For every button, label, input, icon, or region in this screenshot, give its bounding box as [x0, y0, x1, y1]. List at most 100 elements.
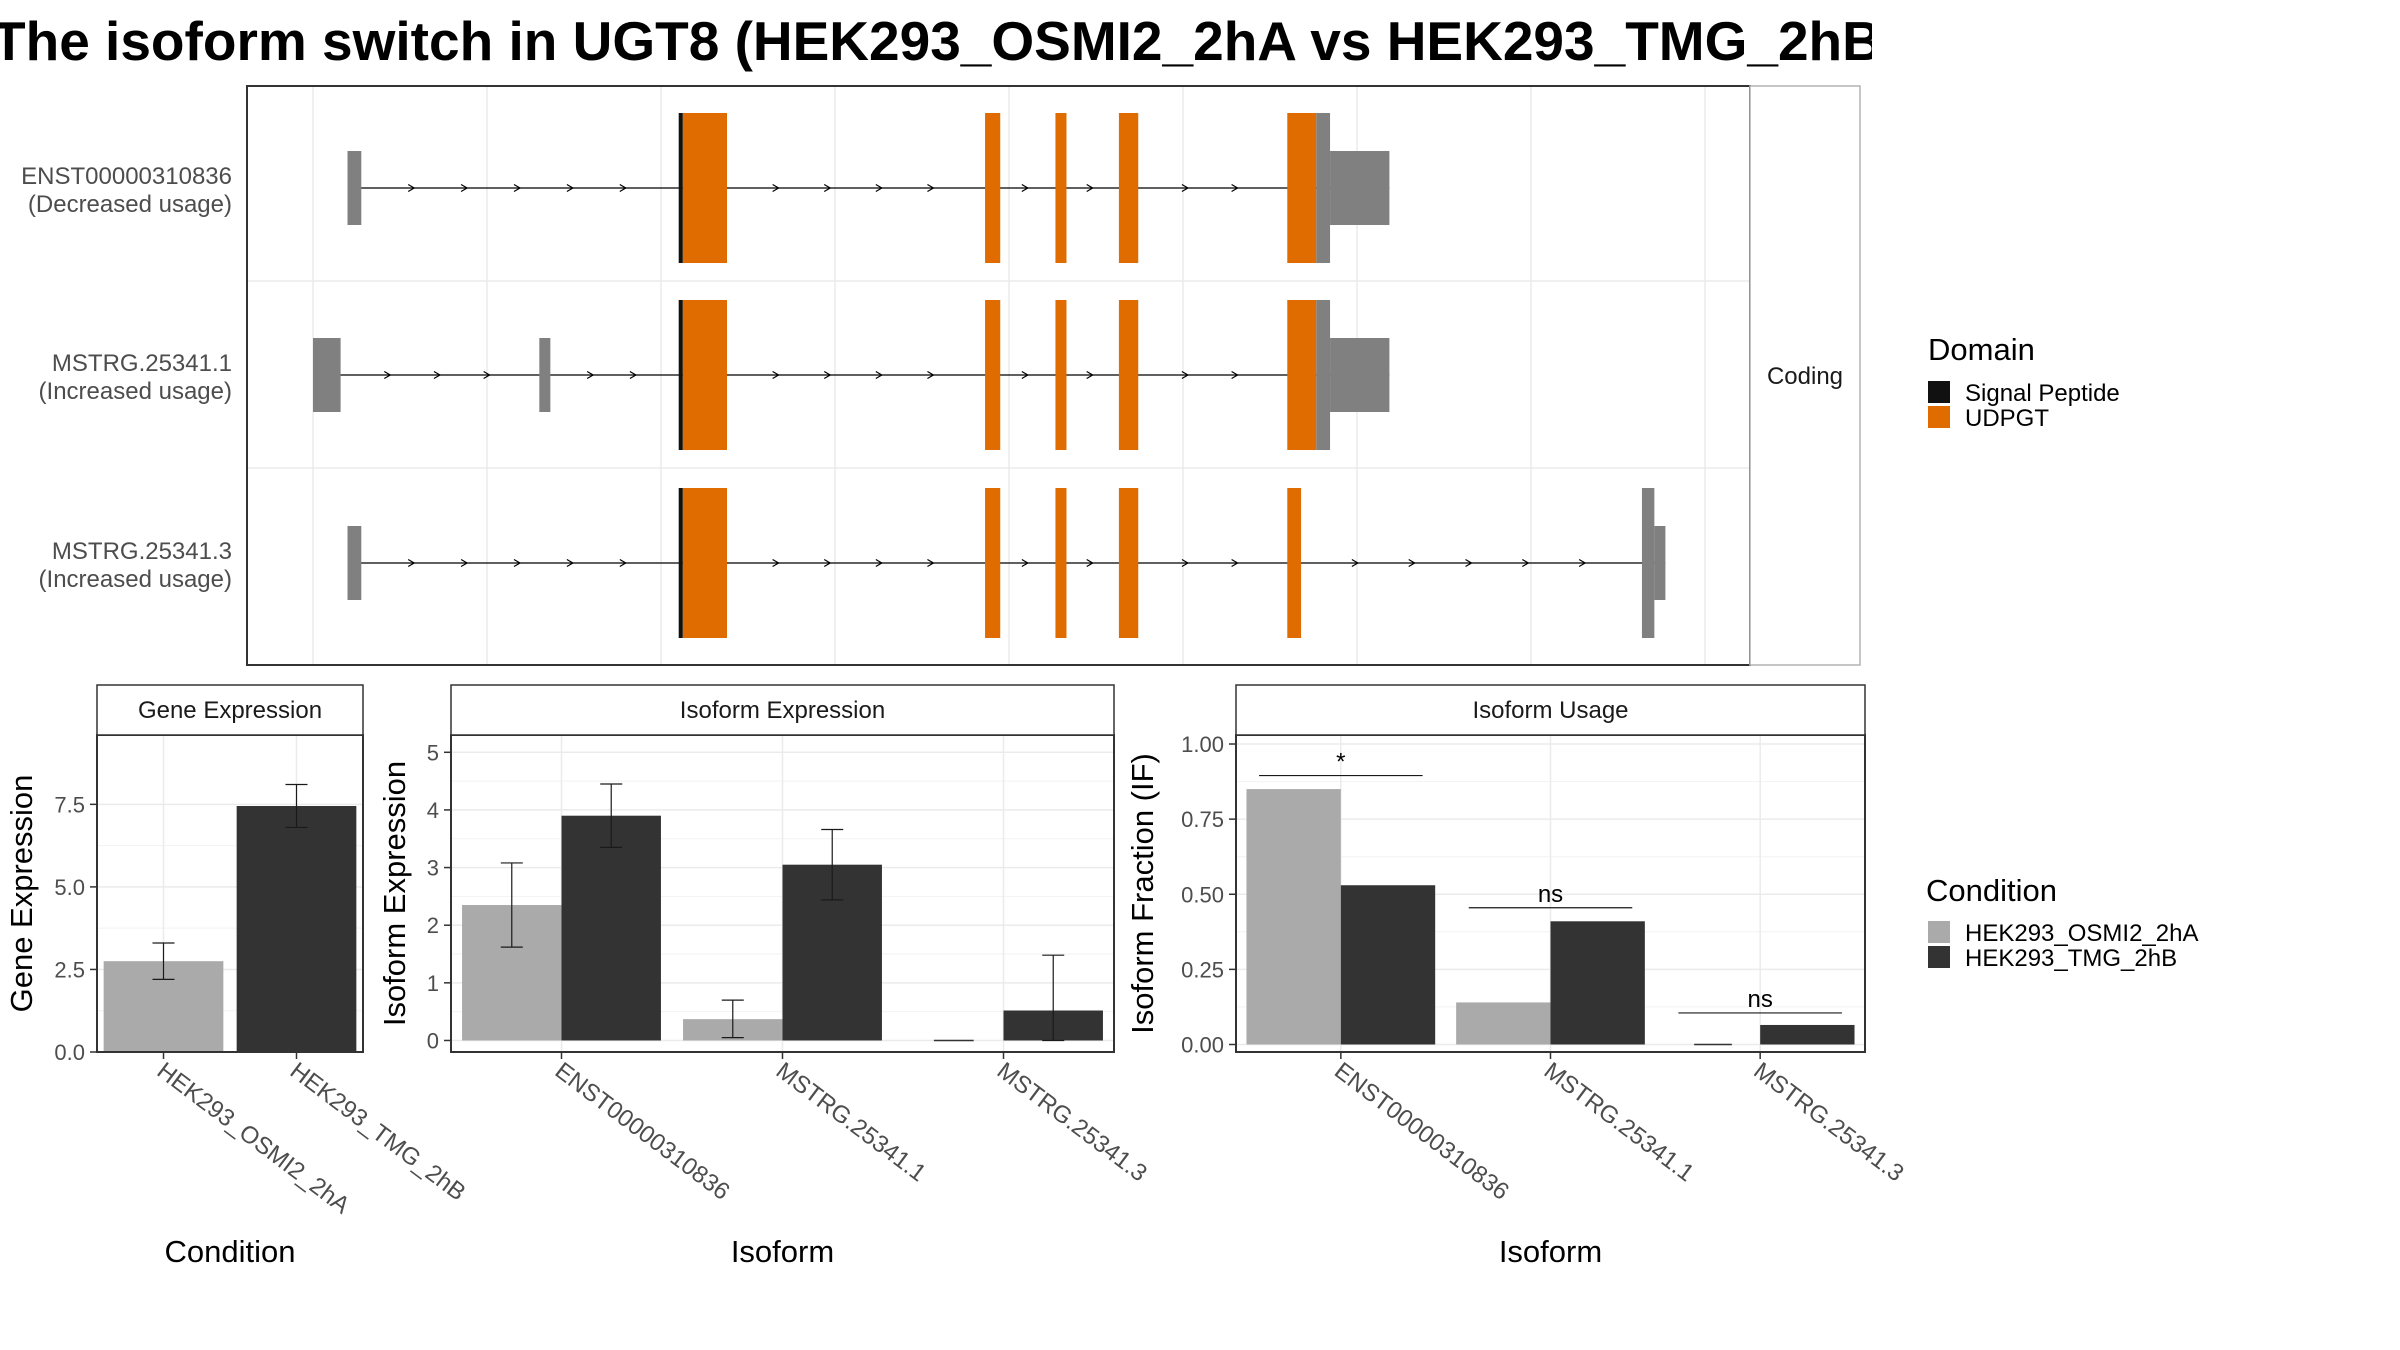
x-tick-label: MSTRG.25341.1 — [771, 1057, 931, 1187]
exon-utr — [1330, 151, 1390, 225]
gene-expression-strip-title: Gene Expression — [138, 697, 322, 724]
exon-utr — [347, 526, 362, 600]
intron-arrow — [772, 183, 780, 193]
intron-arrow — [875, 370, 884, 380]
intron-arrow — [566, 183, 575, 193]
significance-label: ns — [1747, 986, 1772, 1013]
exon-udpgt — [682, 300, 727, 450]
condition-legend-label: HEK293_TMG_2hB — [1965, 945, 2177, 972]
intron-arrow — [586, 370, 595, 380]
intron-arrow — [619, 558, 627, 568]
y-tick-label: 5 — [427, 740, 439, 765]
exon-udpgt — [985, 113, 1001, 263]
intron-arrow — [1086, 370, 1094, 380]
isoform-usage-strip — [1235, 684, 1866, 736]
gene-expression-x-axis-title: Condition — [165, 1234, 296, 1269]
bar — [1550, 921, 1645, 1045]
domain-legend-label: Signal Peptide — [1965, 380, 2120, 407]
isoform-usage-y-axis-title: Isoform Fraction (IF) — [1125, 753, 1160, 1034]
intron-arrow — [1021, 370, 1030, 380]
x-tick-label: MSTRG.25341.3 — [1749, 1057, 1909, 1187]
intron-arrow — [629, 370, 638, 380]
y-tick-label: 7.5 — [54, 792, 85, 817]
significance-label: ns — [1538, 881, 1563, 908]
y-tick-label: 0.0 — [54, 1040, 85, 1065]
intron-arrow — [927, 558, 935, 568]
exon-utr — [1654, 526, 1666, 600]
bar — [236, 805, 357, 1052]
domain-legend-title: Domain — [1928, 332, 2035, 367]
transcript-usage-label: (Increased usage) — [39, 566, 232, 593]
exon-cds — [1641, 488, 1655, 638]
transcript-usage-label: (Increased usage) — [39, 378, 232, 405]
intron-arrow — [513, 183, 522, 193]
isoform-usage-x-axis-title: Isoform — [1499, 1234, 1602, 1269]
y-tick-label: 0.50 — [1181, 882, 1224, 907]
y-tick-label: 2.5 — [54, 957, 85, 982]
intron-arrow — [383, 370, 392, 380]
coding-strip-label: Coding — [1767, 363, 1843, 390]
intron-arrow — [1465, 558, 1473, 568]
intron-arrow — [1181, 370, 1190, 380]
intron-arrow — [1086, 183, 1094, 193]
intron-arrow — [1181, 183, 1190, 193]
bar — [1340, 885, 1436, 1045]
exon-utr — [1330, 338, 1390, 412]
coding-strip — [1749, 85, 1861, 666]
intron-arrow — [407, 558, 416, 568]
intron-arrow — [1021, 183, 1030, 193]
x-tick-label: MSTRG.25341.1 — [1539, 1057, 1699, 1187]
intron-arrow — [823, 370, 832, 380]
y-tick-label: 5.0 — [54, 875, 85, 900]
x-tick-label: MSTRG.25341.3 — [992, 1057, 1152, 1187]
isoform-expression-x-axis-title: Isoform — [731, 1234, 834, 1269]
figure-title: The isoform switch in UGT8 (HEK293_OSMI2… — [0, 10, 1872, 72]
condition-legend-title: Condition — [1926, 873, 2057, 908]
exon-signal — [678, 113, 683, 263]
intron-arrow — [927, 370, 935, 380]
exon-udpgt — [1118, 113, 1139, 263]
exon-udpgt — [985, 488, 1001, 638]
intron-arrow — [433, 370, 442, 380]
domain-legend-swatch — [1928, 381, 1950, 403]
intron-arrow — [875, 183, 884, 193]
bar — [1760, 1024, 1855, 1045]
exon-udpgt — [1287, 488, 1302, 638]
isoform-usage-panel: 0.00 0.25 0.50 0.75 1.00 * ns ns Isoform Usage EN… — [1125, 684, 1909, 1269]
intron-arrow — [823, 558, 832, 568]
x-tick-label: ENST00000310836 — [1329, 1057, 1514, 1205]
intron-arrow — [875, 558, 884, 568]
transcript-usage-label: (Decreased usage) — [28, 191, 232, 218]
intron-arrow — [1578, 558, 1587, 568]
y-tick-label: 3 — [427, 856, 439, 881]
intron-arrow — [1408, 558, 1416, 568]
intron-arrow — [1021, 558, 1030, 568]
intron-arrow — [566, 558, 575, 568]
domain-legend-label: UDPGT — [1965, 405, 2049, 432]
isoform-usage-strip-title: Isoform Usage — [1472, 697, 1628, 724]
intron-arrow — [1231, 370, 1239, 380]
condition-legend-label: HEK293_OSMI2_2hA — [1965, 920, 2198, 947]
exon-udpgt — [1055, 488, 1067, 638]
exon-udpgt — [682, 113, 727, 263]
bar — [1456, 1002, 1551, 1045]
exon-utr — [539, 338, 551, 412]
exon-utr — [347, 151, 362, 225]
intron-arrow — [1086, 558, 1094, 568]
exon-utr — [313, 338, 341, 412]
y-tick-label: 0.00 — [1181, 1032, 1224, 1057]
y-tick-label: 0.25 — [1181, 957, 1224, 982]
y-tick-label: 2 — [427, 913, 439, 938]
y-tick-label: 1.00 — [1181, 732, 1224, 757]
bar — [1246, 789, 1341, 1045]
exon-udpgt — [1118, 488, 1139, 638]
exon-udpgt — [1287, 113, 1317, 263]
exon-cds — [1316, 113, 1331, 263]
gene-expression-strip — [96, 684, 364, 736]
y-tick-label: 0.75 — [1181, 807, 1224, 832]
intron-arrow — [513, 558, 522, 568]
intron-arrow — [772, 558, 780, 568]
